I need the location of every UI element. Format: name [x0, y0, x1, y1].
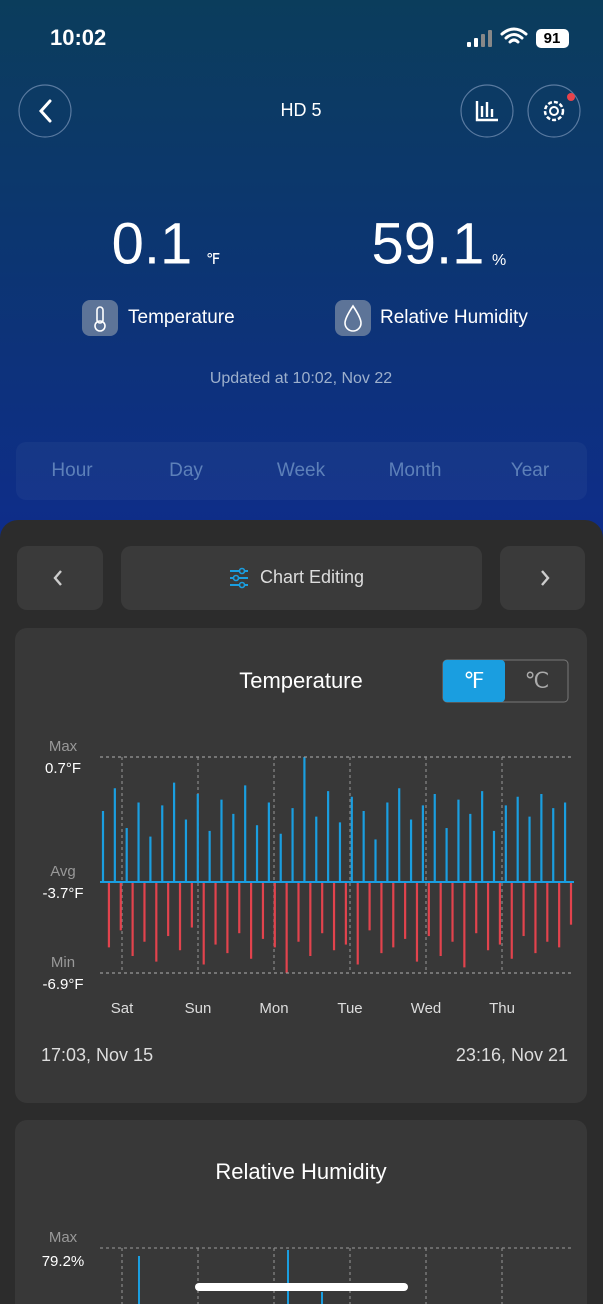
humidity-chart-title: Relative Humidity [215, 1159, 386, 1184]
unit-option-active[interactable] [443, 660, 505, 702]
humidity-label: Relative Humidity [380, 307, 528, 328]
back-button[interactable] [18, 84, 72, 138]
humidity-spikes [138, 1250, 323, 1304]
range-tabs [16, 442, 587, 500]
header-background [0, 0, 603, 560]
x-tick-label: Wed [411, 1000, 442, 1017]
x-tick-label: Tue [337, 1000, 362, 1017]
humidity-value: 59.1 [372, 211, 485, 276]
y-tick-label: -6.9°F [42, 976, 83, 993]
y-annotation: Min [51, 954, 75, 971]
x-tick-label: Sat [111, 1000, 134, 1017]
humidity-card [15, 1120, 587, 1304]
range-end: 23:16, Nov 21 [456, 1045, 568, 1065]
battery-icon [536, 29, 569, 48]
humidity-icon [335, 300, 371, 336]
x-tick-label: Sun [185, 1000, 212, 1017]
y-annotation: Max [49, 738, 78, 755]
humidity-unit: % [492, 252, 506, 269]
chart-button[interactable] [460, 84, 514, 138]
temperature-icon [82, 300, 118, 336]
status-time: 10:02 [50, 25, 106, 50]
range-tab[interactable]: Month [389, 460, 442, 481]
chart-title: Temperature [239, 668, 363, 693]
settings-button[interactable] [527, 84, 581, 138]
updated-time: Updated at 10:02, Nov 22 [210, 370, 392, 387]
range-tab[interactable]: Day [169, 460, 203, 481]
chart-editing-label: Chart Editing [260, 567, 364, 587]
unit-celsius[interactable]: ℃ [525, 668, 550, 693]
prev-button[interactable] [17, 546, 103, 610]
next-button[interactable] [500, 546, 585, 610]
device-title: HD 5 [280, 100, 321, 120]
x-tick-label: Thu [489, 1000, 515, 1017]
x-tick-label: Mon [259, 1000, 288, 1017]
temperature-unit: ℉ [206, 251, 220, 268]
battery-level: 91 [544, 30, 561, 47]
home-indicator [195, 1283, 408, 1291]
signal-icon [467, 30, 492, 47]
range-tab[interactable]: Year [511, 460, 550, 481]
y-tick-label: -3.7°F [42, 885, 83, 902]
humidity-max-value: 79.2% [42, 1253, 85, 1270]
chart-editing-button[interactable]: Chart Editing [121, 546, 482, 610]
y-annotation: Avg [50, 863, 76, 880]
y-tick-label: 0.7°F [45, 760, 81, 777]
humidity-grid [100, 1247, 573, 1304]
temperature-value: 0.1 [112, 211, 193, 276]
wifi-icon [500, 27, 528, 44]
temperature-label: Temperature [128, 307, 235, 328]
range-tab[interactable]: Hour [51, 460, 93, 481]
unit-fahrenheit[interactable]: ℉ [464, 668, 485, 693]
temperature-card [15, 628, 587, 1103]
range-start: 17:03, Nov 15 [41, 1045, 153, 1065]
range-tab[interactable]: Week [277, 460, 326, 481]
humidity-max-label: Max [49, 1229, 78, 1246]
